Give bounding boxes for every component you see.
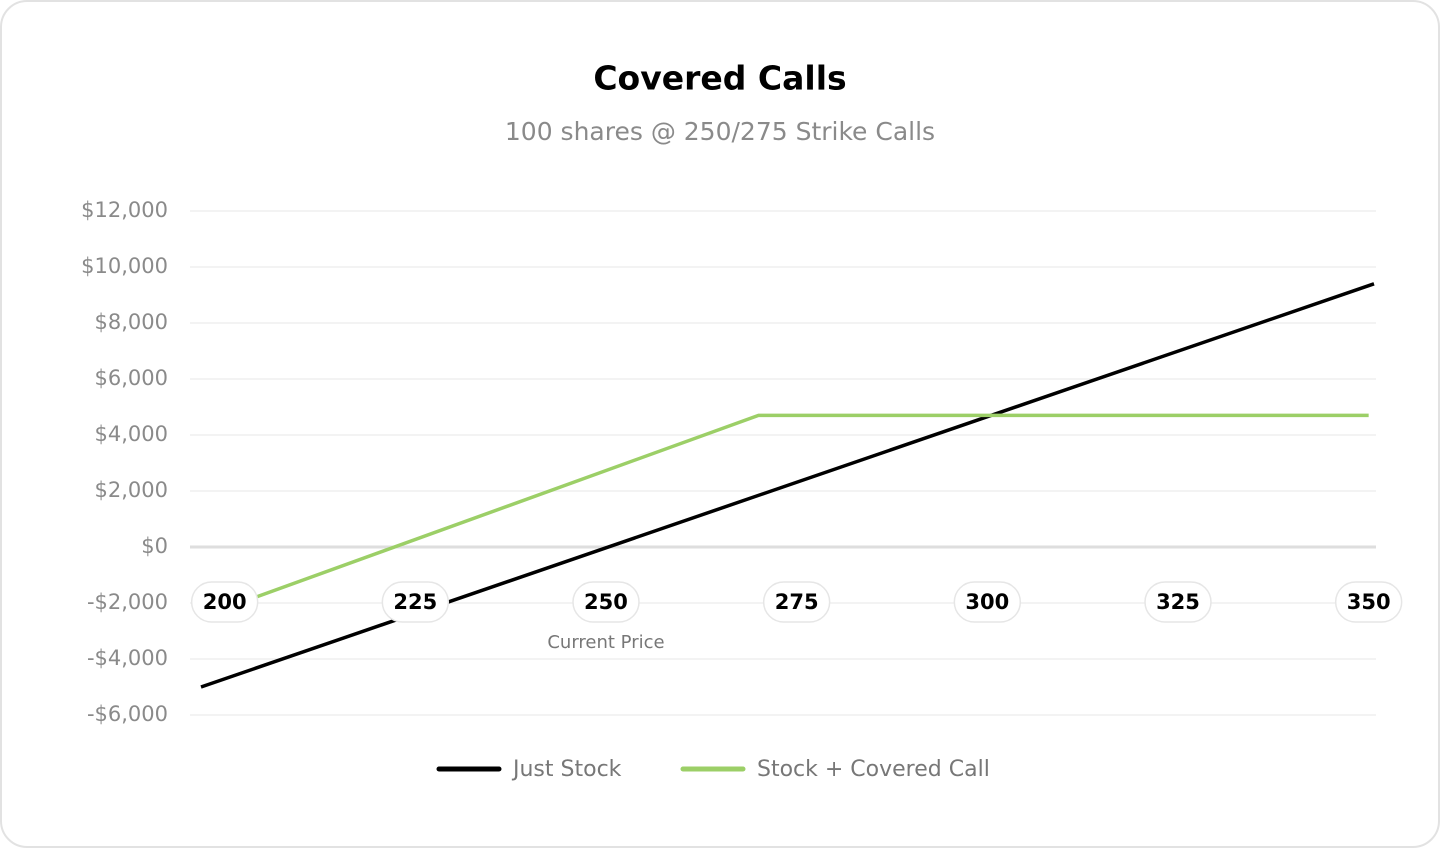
chart-title: Covered Calls (593, 59, 846, 98)
x-tick-pill (381, 581, 450, 623)
x-tick-pill (953, 581, 1022, 623)
x-tick-label: 250 (584, 590, 628, 614)
legend-label: Just Stock (511, 757, 622, 782)
annotation: Current Price (547, 632, 664, 653)
y-tick-label: -$2,000 (87, 590, 168, 614)
chart-subtitle: 100 shares @ 250/275 Strike Calls (505, 117, 935, 146)
x-tick-pill (1334, 581, 1403, 623)
x-tick-label: 225 (393, 590, 437, 614)
x-tick-pill (762, 581, 831, 623)
series-line (254, 413, 1369, 600)
y-tick-label: -$4,000 (87, 646, 168, 670)
x-tick-label: 325 (1156, 590, 1200, 614)
x-tick-pill (190, 581, 259, 623)
y-tick-label: $8,000 (95, 310, 168, 334)
x-tick-label: 200 (203, 590, 247, 614)
y-tick-label: $6,000 (95, 366, 168, 390)
x-tick-label: 300 (965, 590, 1009, 614)
x-tick-pill (572, 581, 640, 623)
y-tick-label: $10,000 (81, 254, 168, 278)
legend-label: Stock + Covered Call (757, 757, 990, 782)
y-tick-label: $12,000 (81, 198, 168, 222)
x-tick-pill (1144, 581, 1212, 623)
y-tick-label: $0 (141, 534, 168, 558)
y-tick-label: $4,000 (95, 422, 168, 446)
x-tick-label: 275 (775, 590, 819, 614)
x-tick-label: 350 (1347, 590, 1391, 614)
y-tick-label: -$6,000 (87, 702, 168, 726)
y-tick-label: $2,000 (95, 478, 168, 502)
